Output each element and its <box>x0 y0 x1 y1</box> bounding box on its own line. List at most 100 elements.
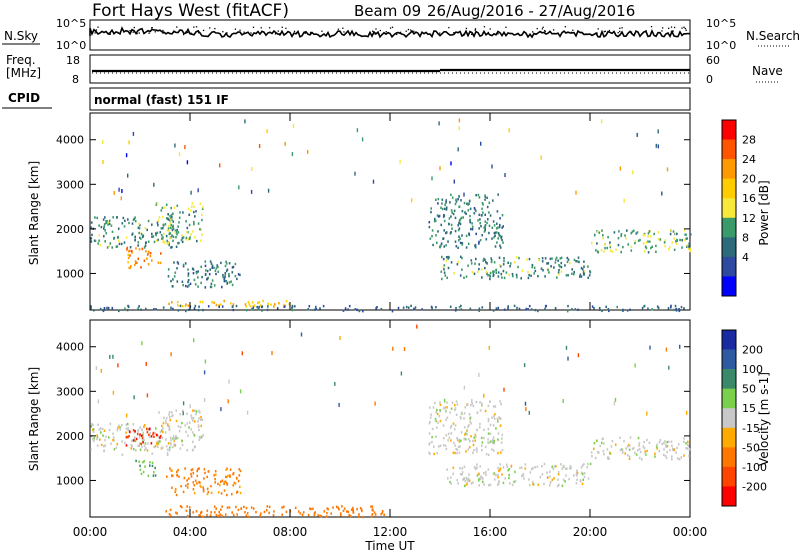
range-cell <box>582 478 584 481</box>
range-cell <box>463 412 466 415</box>
range-cell <box>454 408 456 412</box>
range-cell <box>467 477 470 480</box>
range-cell <box>168 229 170 232</box>
range-cell <box>191 448 194 452</box>
range-cell <box>309 507 311 510</box>
range-cell <box>103 429 106 432</box>
range-cell <box>344 307 347 310</box>
range-cell <box>629 308 631 311</box>
range-cell <box>445 410 447 413</box>
range-cell <box>181 421 183 425</box>
range-cell <box>273 510 275 513</box>
range-cell <box>162 240 165 244</box>
noise-search-dot <box>544 29 546 32</box>
range-cell <box>550 265 552 268</box>
range-cell <box>141 436 144 440</box>
range-cell <box>536 465 539 468</box>
range-cell <box>118 424 120 427</box>
range-cell <box>490 260 493 264</box>
range-cell <box>223 279 226 283</box>
range-cell <box>496 231 498 234</box>
range-cell <box>635 232 638 235</box>
range-cell <box>182 236 185 239</box>
range-cell <box>481 202 484 205</box>
sparse-cell <box>189 404 191 409</box>
range-cell <box>602 450 605 453</box>
range-cell <box>492 199 494 202</box>
range-cell <box>352 506 354 510</box>
noise-search-dot <box>176 26 178 28</box>
range-cell <box>152 235 155 238</box>
range-cell <box>213 266 215 269</box>
range-cell <box>458 194 460 198</box>
range-cell <box>670 304 672 308</box>
colorbar-tick-label: 20 <box>742 173 756 186</box>
range-cell <box>510 464 513 468</box>
range-cell <box>194 479 197 482</box>
range-cell <box>169 418 171 422</box>
range-cell <box>188 237 191 240</box>
range-cell <box>455 400 458 403</box>
range-cell <box>621 451 624 454</box>
range-cell <box>197 424 200 427</box>
range-cell <box>173 435 175 438</box>
range-cell <box>445 244 447 247</box>
range-cell <box>490 440 492 443</box>
range-cell <box>443 229 445 232</box>
range-cell <box>496 222 498 225</box>
range-cell <box>689 247 692 250</box>
range-cell <box>553 477 555 480</box>
range-cell <box>478 242 480 245</box>
range-cell <box>197 308 200 312</box>
range-cell <box>429 452 431 455</box>
range-cell <box>166 242 169 245</box>
range-cell <box>489 277 491 281</box>
range-cell <box>657 238 660 241</box>
range-cell <box>164 223 167 226</box>
range-cell <box>619 436 621 439</box>
range-cell <box>481 441 484 444</box>
sparse-cell <box>354 171 356 176</box>
range-cell <box>560 256 563 259</box>
sparse-cell <box>525 407 527 412</box>
range-cell <box>198 417 200 420</box>
noise-search-dot <box>683 26 685 28</box>
range-cell <box>504 477 506 480</box>
range-cell <box>146 427 148 430</box>
range-cell <box>460 216 463 220</box>
range-cell <box>232 265 235 269</box>
range-cell <box>236 277 238 281</box>
range-cell <box>495 307 498 310</box>
range-cell <box>443 245 445 248</box>
noise-search-dot <box>650 26 653 28</box>
range-cell <box>600 249 603 252</box>
range-cell <box>445 259 448 262</box>
range-cell <box>219 484 221 487</box>
range-cell <box>496 210 499 213</box>
range-cell <box>157 224 159 227</box>
colorbar-frame <box>721 119 737 297</box>
sparse-cell <box>661 191 663 196</box>
sparse-cell <box>258 144 261 148</box>
range-cell <box>445 256 448 259</box>
range-cell <box>586 466 588 469</box>
range-cell <box>452 212 455 216</box>
range-cell <box>167 268 170 271</box>
noise-search-dot <box>187 31 189 34</box>
range-cell <box>225 475 227 479</box>
range-cell <box>551 257 553 260</box>
range-cell <box>481 403 483 406</box>
range-cell <box>166 452 169 455</box>
range-cell <box>191 468 194 471</box>
noise-search-dot <box>439 32 441 34</box>
noise-search-dot <box>250 32 252 34</box>
range-cell <box>609 245 612 249</box>
range-cell <box>482 480 484 484</box>
range-cell <box>96 444 99 447</box>
range-cell <box>472 443 475 447</box>
range-cell <box>252 305 255 308</box>
range-cell <box>186 479 188 482</box>
range-cell <box>187 272 190 275</box>
range-cell <box>548 271 550 274</box>
